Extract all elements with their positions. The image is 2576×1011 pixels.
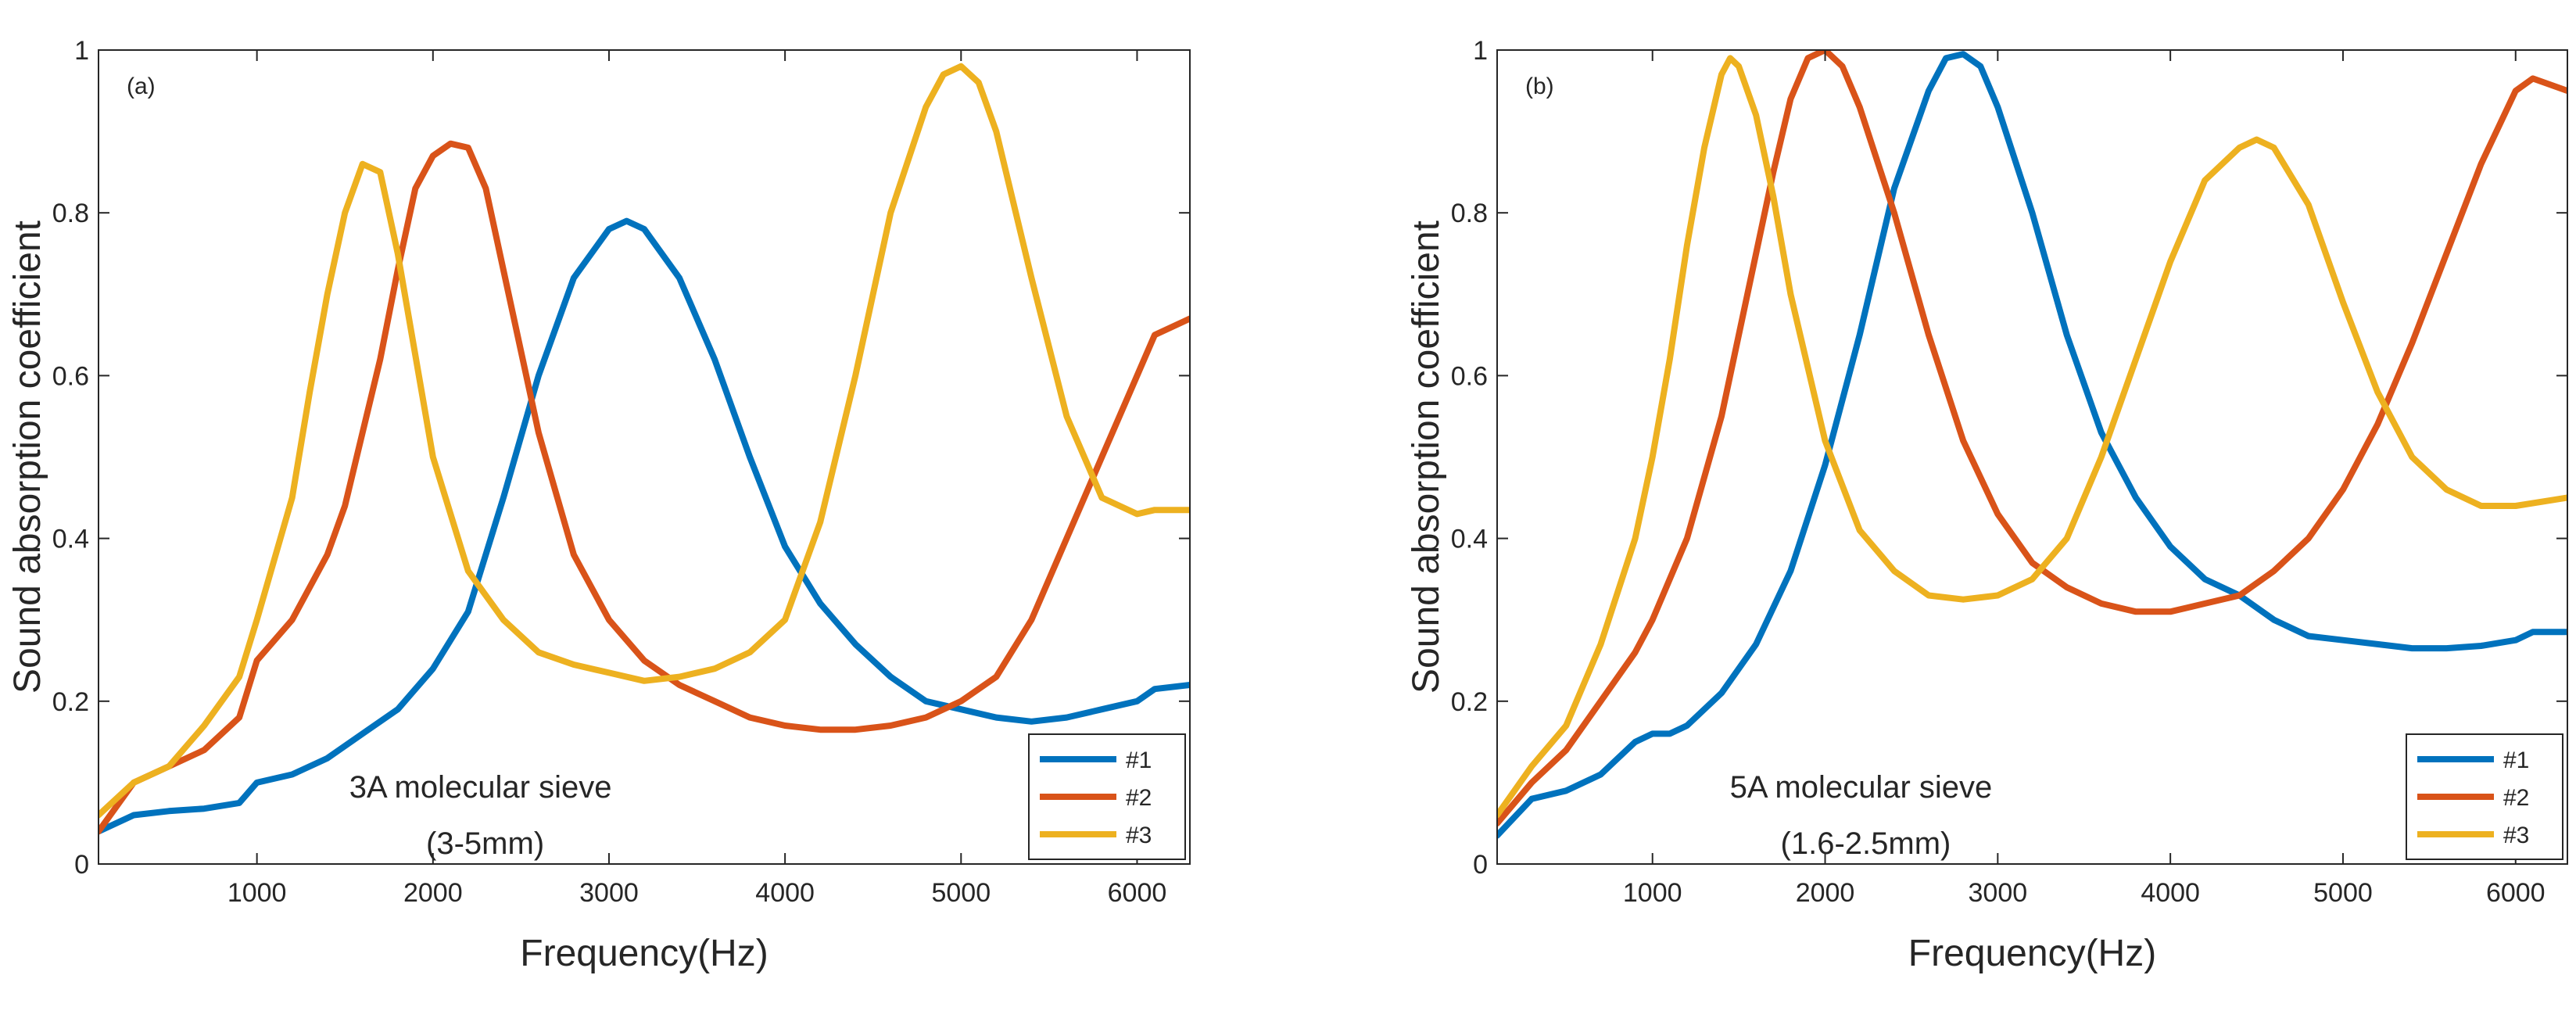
annotation-b-0: 5A molecular sieve bbox=[1730, 770, 1993, 805]
chart-panel-a: 1000 2000 3000 4000 5000 6000 0 0.2 0.4 0.6 0.8 1 Fr… bbox=[7, 36, 1191, 974]
x-tick-label-a-4: 5000 bbox=[931, 878, 991, 908]
chart-panel-b: 1000 2000 3000 4000 5000 6000 0 0.2 0.4 0.6 0.8 1 Fr… bbox=[1406, 36, 2568, 974]
legend-label-b-2: #2 bbox=[2503, 785, 2529, 811]
series-line-b-1 bbox=[1497, 51, 2567, 839]
series-line-a-2 bbox=[99, 140, 1190, 835]
legend-a: #1 #2 #3 bbox=[1028, 733, 1186, 860]
y-tick-label-a-3: 0.6 bbox=[52, 361, 89, 391]
annotation-b-1: (1.6-2.5mm) bbox=[1781, 826, 1951, 861]
y-tick-label-a-2: 0.4 bbox=[52, 525, 89, 554]
legend-label-a-1: #1 bbox=[1126, 747, 1152, 773]
x-tick-label-b-5: 6000 bbox=[2486, 878, 2546, 908]
legend-label-b-3: #3 bbox=[2503, 823, 2529, 848]
y-axis-label-b: Sound absorption coefficient bbox=[1406, 220, 1447, 694]
y-tick-label-a-1: 0.2 bbox=[52, 687, 89, 717]
series-line-a-3 bbox=[99, 63, 1190, 819]
x-tick-label-a-3: 4000 bbox=[755, 878, 815, 908]
series-line-b-3 bbox=[1497, 55, 2567, 819]
x-tick-label-a-2: 3000 bbox=[579, 878, 639, 908]
y-axis-label-a: Sound absorption coefficient bbox=[7, 220, 48, 694]
x-tick-label-a-1: 2000 bbox=[403, 878, 463, 908]
y-tick-label-b-4: 0.8 bbox=[1451, 199, 1488, 228]
x-tick-label-a-0: 1000 bbox=[228, 878, 287, 908]
y-tick-label-b-2: 0.4 bbox=[1451, 525, 1488, 554]
panel-label-a: (a) bbox=[127, 73, 156, 99]
x-tick-label-b-4: 5000 bbox=[2313, 878, 2373, 908]
x-tick-label-b-3: 4000 bbox=[2141, 878, 2200, 908]
legend-label-a-2: #2 bbox=[1126, 785, 1152, 811]
x-axis-label-a: Frequency(Hz) bbox=[520, 933, 768, 974]
legend-label-a-3: #3 bbox=[1126, 823, 1152, 848]
y-tick-label-a-0: 0 bbox=[74, 850, 89, 880]
y-tick-label-b-0: 0 bbox=[1473, 850, 1488, 880]
y-tick-label-a-4: 0.8 bbox=[52, 199, 89, 228]
x-tick-label-a-5: 6000 bbox=[1108, 878, 1167, 908]
axes-frame-b bbox=[1496, 49, 2568, 865]
annotation-a-0: 3A molecular sieve bbox=[349, 770, 612, 805]
x-tick-label-b-1: 2000 bbox=[1796, 878, 1855, 908]
x-tick-label-b-0: 1000 bbox=[1623, 878, 1682, 908]
legend-label-b-1: #1 bbox=[2503, 747, 2529, 773]
series-line-b-2 bbox=[1497, 50, 2567, 826]
x-axis-label-b: Frequency(Hz) bbox=[1908, 933, 2156, 974]
axes-frame-a bbox=[98, 49, 1191, 865]
panel-label-b: (b) bbox=[1525, 73, 1554, 99]
y-tick-label-a-5: 1 bbox=[74, 36, 89, 66]
annotation-a-1: (3-5mm) bbox=[426, 826, 544, 861]
x-tick-label-b-2: 3000 bbox=[1969, 878, 2028, 908]
y-tick-label-b-1: 0.2 bbox=[1451, 687, 1488, 717]
y-tick-label-b-3: 0.6 bbox=[1451, 361, 1488, 391]
series-line-a-1 bbox=[99, 217, 1190, 835]
legend-b: #1 #2 #3 bbox=[2406, 733, 2563, 860]
y-tick-label-b-5: 1 bbox=[1473, 36, 1488, 66]
